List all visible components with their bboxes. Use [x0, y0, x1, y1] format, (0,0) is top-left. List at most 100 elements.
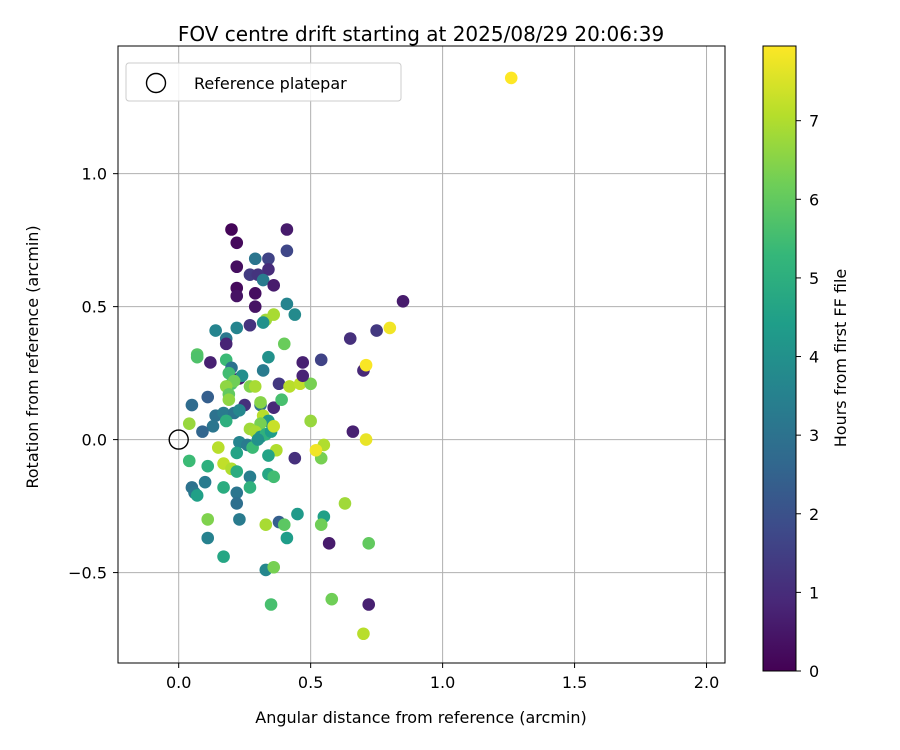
x-tick-label: 1.5	[562, 673, 587, 692]
x-tick-label: 0.0	[166, 673, 191, 692]
data-point	[230, 321, 244, 335]
legend-label: Reference platepar	[194, 74, 347, 93]
data-point	[256, 273, 270, 287]
data-point	[182, 454, 196, 468]
data-point	[262, 449, 275, 462]
x-tick-label: 0.5	[298, 673, 323, 692]
data-point	[275, 393, 288, 407]
data-point	[230, 497, 244, 510]
data-point	[343, 332, 357, 345]
data-point	[362, 598, 376, 611]
colorbar-tick-label: 3	[809, 426, 819, 445]
data-point	[396, 295, 410, 308]
data-point	[201, 531, 215, 545]
data-point	[267, 308, 281, 321]
data-point	[280, 531, 294, 545]
legend-marker	[145, 72, 167, 94]
x-tick-label: 2.0	[694, 673, 719, 692]
data-point	[296, 369, 310, 383]
data-point	[359, 433, 373, 446]
data-point	[288, 308, 302, 321]
data-point	[219, 337, 233, 351]
scatter-points	[182, 71, 518, 641]
data-point	[217, 481, 230, 494]
colorbar-tick-label: 1	[809, 583, 819, 602]
data-point	[267, 420, 281, 433]
y-ticks: −0.5 0.0 0.5 1.0	[68, 165, 118, 583]
data-point	[272, 377, 286, 391]
data-point	[370, 324, 383, 337]
data-point	[248, 287, 262, 300]
data-point	[264, 598, 278, 611]
data-point	[277, 337, 291, 351]
data-point	[280, 223, 294, 236]
data-point	[248, 380, 262, 393]
data-point	[243, 481, 257, 494]
data-point	[314, 353, 328, 367]
y-tick-label: 1.0	[82, 165, 107, 184]
data-point	[288, 451, 302, 465]
x-tick-label: 1.0	[430, 673, 455, 692]
data-point	[185, 398, 199, 412]
colorbar-tick-label: 5	[809, 269, 819, 288]
x-ticks: 0.0 0.5 1.0 1.5 2.0	[166, 663, 719, 692]
legend: Reference platepar	[125, 62, 402, 102]
legend-box	[125, 62, 402, 102]
data-point	[277, 518, 291, 532]
colorbar-tick-label: 7	[809, 112, 819, 131]
data-point	[262, 263, 275, 276]
data-point	[206, 420, 220, 433]
data-point	[230, 465, 244, 478]
data-point	[325, 592, 339, 606]
data-point	[230, 260, 244, 274]
data-point	[304, 414, 317, 428]
data-point	[267, 401, 281, 414]
data-point	[233, 404, 246, 417]
data-point	[259, 518, 273, 532]
data-point	[230, 486, 244, 500]
data-point	[248, 300, 262, 313]
data-point	[190, 489, 204, 502]
data-point	[256, 364, 270, 377]
colorbar	[763, 46, 796, 671]
colorbar-tick-label: 4	[809, 348, 819, 367]
data-point	[230, 446, 244, 460]
colorbar-frame	[762, 45, 797, 672]
colorbar-tick-label: 6	[809, 190, 819, 209]
data-point	[280, 297, 294, 311]
data-point	[291, 507, 304, 521]
data-point	[204, 356, 217, 369]
data-point	[322, 537, 336, 550]
data-point	[267, 560, 281, 574]
data-point	[243, 318, 257, 332]
data-point	[359, 358, 373, 372]
data-point	[309, 443, 323, 457]
data-point	[504, 71, 518, 85]
data-point	[383, 321, 397, 335]
data-point	[230, 236, 244, 250]
y-tick-label: 0.0	[82, 431, 107, 450]
data-point	[243, 470, 257, 484]
data-point	[217, 550, 230, 563]
data-point	[211, 441, 225, 454]
colorbar-ticks: 0 1 2 3 4 5 6 7	[796, 112, 819, 681]
plot-frame	[117, 45, 726, 664]
data-point	[201, 390, 215, 404]
plot-area	[118, 46, 725, 663]
data-point	[222, 393, 236, 407]
data-point	[219, 414, 233, 428]
y-tick-label: −0.5	[68, 564, 107, 583]
data-point	[256, 316, 270, 329]
data-point	[233, 513, 246, 526]
data-point	[267, 470, 281, 484]
data-point	[248, 252, 262, 266]
data-point	[267, 279, 281, 292]
data-point	[196, 425, 209, 438]
data-point	[198, 475, 212, 489]
grid	[118, 46, 725, 663]
data-point	[296, 356, 310, 369]
data-point	[254, 396, 267, 409]
data-point	[362, 537, 376, 550]
colorbar-label: Hours from first FF file	[831, 269, 850, 448]
